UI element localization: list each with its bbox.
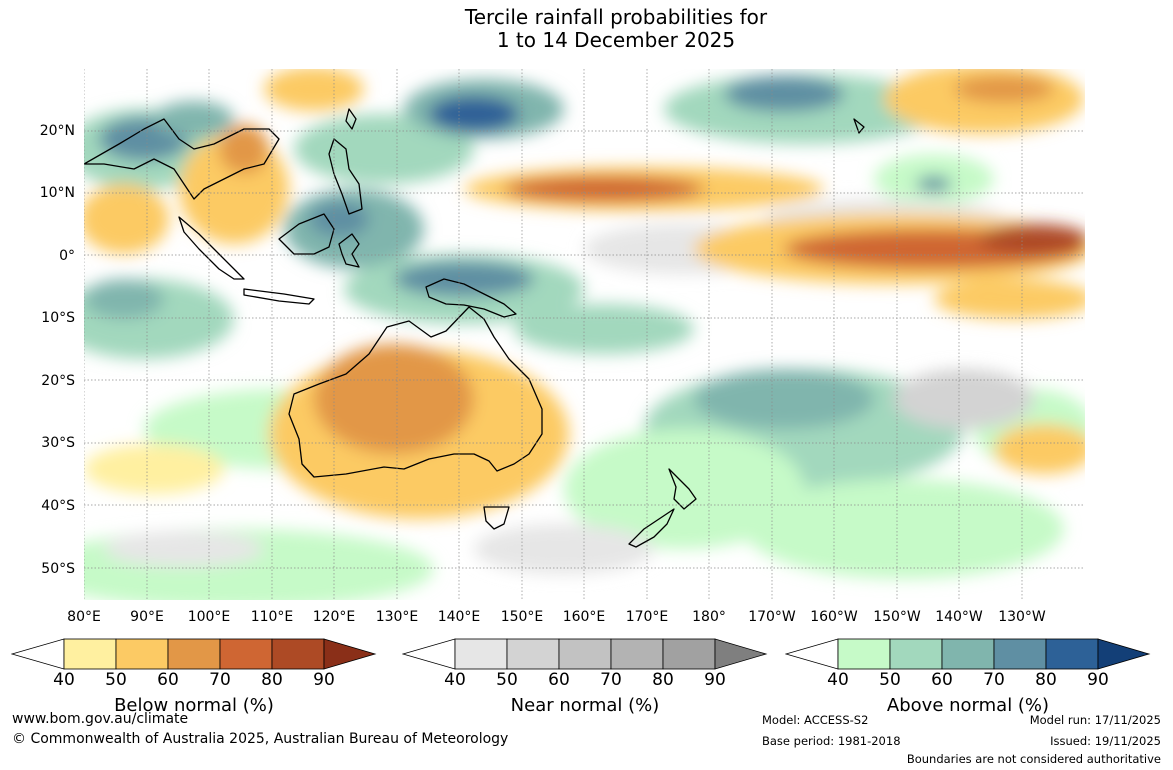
above-normal-swatch: [1045, 638, 1099, 670]
below-normal-colorbar: [11, 638, 377, 670]
above-normal-colorbar: [785, 638, 1151, 670]
near-normal-swatch: [662, 638, 716, 670]
above-normal-swatch: [889, 638, 943, 670]
near-normal-swatch: [558, 638, 612, 670]
below-tick-50: 50: [105, 670, 127, 690]
above-normal-legend-title: Above normal (%): [886, 695, 1050, 716]
near-normal-legend-title: Near normal (%): [510, 695, 660, 716]
below-tick-40: 40: [53, 670, 75, 690]
lon-label-140w: 140°W: [935, 609, 983, 625]
lon-label-80e: 80°E: [67, 609, 101, 625]
below-normal-swatch: [167, 638, 221, 670]
lat-label-40s: 40°S: [41, 498, 75, 514]
above-normal-swatch: [941, 638, 995, 670]
boundaries-disclaimer: Boundaries are not considered authoritat…: [906, 752, 1161, 766]
australia-coast: [288, 306, 543, 478]
map-title-line1: Tercile rainfall probabilities for: [464, 5, 768, 29]
lon-label-180: 180°: [692, 609, 726, 625]
new-zealand-south-coast: [628, 508, 675, 548]
lon-label-170w: 170°W: [748, 609, 796, 625]
near-normal-swatch: [714, 638, 768, 670]
lon-label-150w: 150°W: [873, 609, 921, 625]
lat-label-10n: 10°N: [39, 185, 75, 201]
below-normal-swatch: [219, 638, 273, 670]
lon-label-140e: 140°E: [437, 609, 481, 625]
near-normal-colorbar: [402, 638, 768, 670]
base-period: Base period: 1981-2018: [762, 734, 901, 748]
model-name: Model: ACCESS-S2: [762, 713, 869, 727]
near-tick-80: 80: [652, 670, 674, 690]
lon-label-100e: 100°E: [187, 609, 231, 625]
java-coast: [243, 288, 315, 305]
copyright-notice: © Commonwealth of Australia 2025, Austra…: [12, 731, 509, 747]
hawaii-coast: [853, 118, 865, 134]
below-normal-swatch: [63, 638, 117, 670]
model-run-date: Model run: 17/11/2025: [1029, 713, 1161, 727]
new-guinea-coast: [425, 278, 517, 318]
source-url: www.bom.gov.au/climate: [12, 711, 189, 727]
above-normal-swatch: [993, 638, 1047, 670]
lon-label-150e: 150°E: [500, 609, 544, 625]
taiwan-coast: [345, 108, 357, 130]
lon-label-170e: 170°E: [625, 609, 669, 625]
near-tick-90: 90: [704, 670, 726, 690]
borneo-coast: [278, 213, 335, 255]
below-tick-70: 70: [209, 670, 231, 690]
lon-label-110e: 110°E: [250, 609, 294, 625]
lon-label-130w: 130°W: [998, 609, 1046, 625]
lat-label-20s: 20°S: [41, 373, 75, 389]
below-tick-90: 90: [313, 670, 335, 690]
near-normal-swatch: [454, 638, 508, 670]
below-normal-swatch: [115, 638, 169, 670]
lat-label-equator: 0°: [59, 248, 75, 264]
lon-label-120e: 120°E: [312, 609, 356, 625]
map-title-line2: 1 to 14 December 2025: [496, 28, 736, 52]
above-tick-40: 40: [827, 670, 849, 690]
near-normal-swatch: [610, 638, 664, 670]
below-normal-swatch: [271, 638, 325, 670]
rainfall-probability-map: [84, 69, 1085, 600]
above-tick-80: 80: [1035, 670, 1057, 690]
above-tick-60: 60: [931, 670, 953, 690]
near-tick-40: 40: [444, 670, 466, 690]
probability-fields: [84, 69, 1085, 600]
near-normal-swatch: [506, 638, 560, 670]
above-tick-50: 50: [879, 670, 901, 690]
issued-date: Issued: 19/11/2025: [1050, 734, 1161, 748]
sulawesi-coast: [338, 233, 360, 268]
above-normal-swatch: [837, 638, 891, 670]
below-normal-swatch: [323, 638, 377, 670]
above-normal-swatch: [1097, 638, 1151, 670]
below-tick-80: 80: [261, 670, 283, 690]
philippines-coast: [328, 138, 363, 215]
lon-label-130e: 130°E: [375, 609, 419, 625]
lon-label-160e: 160°E: [562, 609, 606, 625]
new-zealand-north-coast: [668, 468, 697, 510]
near-tick-70: 70: [600, 670, 622, 690]
near-tick-60: 60: [548, 670, 570, 690]
lat-label-50s: 50°S: [41, 561, 75, 577]
lat-label-30s: 30°S: [41, 435, 75, 451]
above-tick-70: 70: [983, 670, 1005, 690]
lat-label-10s: 10°S: [41, 310, 75, 326]
near-tick-50: 50: [496, 670, 518, 690]
above-tick-90: 90: [1087, 670, 1109, 690]
lat-label-20n: 20°N: [39, 123, 75, 139]
tasmania-coast: [483, 506, 510, 530]
graticule: [84, 69, 1085, 600]
lon-label-160w: 160°W: [810, 609, 858, 625]
southeast-asia-coast: [84, 118, 280, 200]
lon-label-90e: 90°E: [130, 609, 164, 625]
below-normal-legend-title: Below normal (%): [114, 695, 274, 716]
below-tick-60: 60: [157, 670, 179, 690]
